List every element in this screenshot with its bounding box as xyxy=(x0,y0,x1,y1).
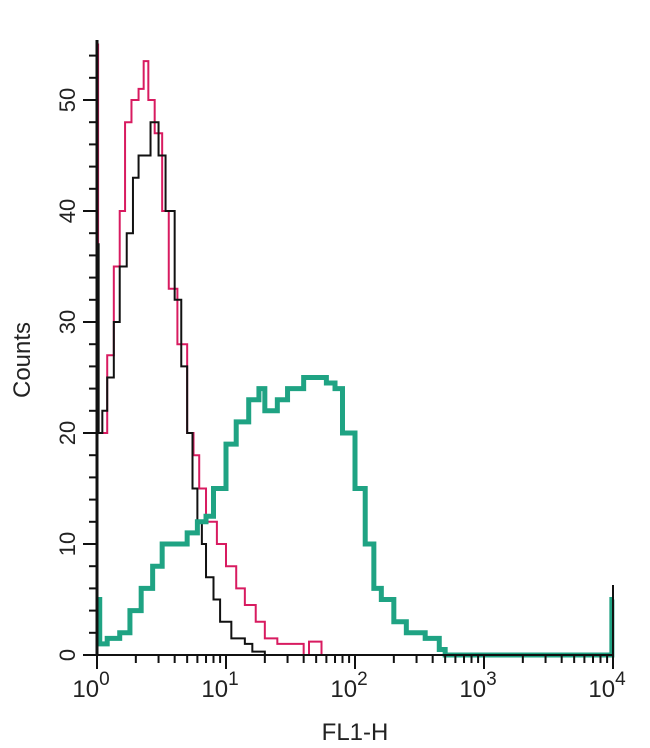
x-tick-label: 104 xyxy=(588,669,626,703)
axes-layer: 0 10 20 30 40 50 100 101 102 103 104 xyxy=(55,40,626,703)
y-tick-label: 50 xyxy=(55,88,80,112)
y-tick-label: 30 xyxy=(55,310,80,334)
y-tick-label: 40 xyxy=(55,199,80,223)
series-line-1 xyxy=(97,121,417,656)
y-tick-label: 0 xyxy=(55,649,80,661)
series-line-2 xyxy=(97,375,615,658)
x-tick-label: 102 xyxy=(330,669,367,703)
x-axis-label: FL1-H xyxy=(322,719,389,746)
x-tick-label: 100 xyxy=(72,669,109,703)
series-layer xyxy=(97,43,615,658)
y-tick-label: 20 xyxy=(55,421,80,445)
y-axis-label: Counts xyxy=(9,322,36,398)
x-tick-label: 103 xyxy=(459,669,496,703)
x-tick-label: 101 xyxy=(201,669,238,703)
series-line-0 xyxy=(97,43,446,656)
y-tick-label: 10 xyxy=(55,532,80,556)
